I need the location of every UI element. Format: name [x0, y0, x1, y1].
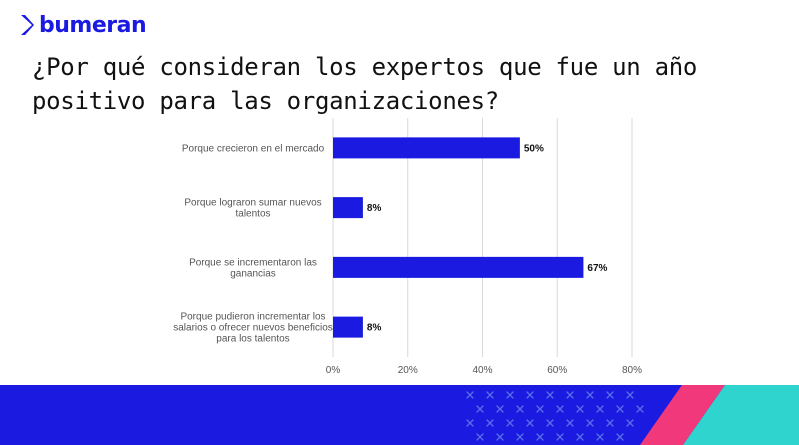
pattern-x-mark [636, 405, 644, 413]
pattern-x-mark [526, 419, 534, 427]
pattern-x-mark [466, 391, 474, 399]
pattern-x-mark [516, 405, 524, 413]
pattern-x-mark [596, 405, 604, 413]
pattern-x-mark [566, 391, 574, 399]
pattern-x-mark [556, 433, 564, 441]
bumeran-chevron-icon [21, 15, 34, 35]
pattern-x-mark [496, 433, 504, 441]
pattern-x-mark [616, 405, 624, 413]
pattern-x-mark [506, 391, 514, 399]
footer-pink-stripe [640, 385, 725, 445]
x-tick-label: 40% [472, 365, 492, 376]
bar [333, 316, 363, 338]
pattern-x-mark [616, 433, 624, 441]
pattern-x-mark [586, 391, 594, 399]
category-label: Porque se incrementaron las ganancias [189, 257, 317, 279]
pattern-x-mark [596, 433, 604, 441]
data-label: 8% [367, 323, 382, 334]
pattern-x-mark [476, 405, 484, 413]
bar-chart: 0% 20% 40% 60% 80% 50% Porque crecieron en el … [173, 118, 642, 376]
bar [333, 197, 363, 219]
pattern-x-mark [486, 419, 494, 427]
pattern-x-mark [566, 419, 574, 427]
pattern-x-mark [526, 391, 534, 399]
x-tick-label: 20% [398, 365, 418, 376]
footer-x-pattern [466, 391, 644, 441]
pattern-x-mark [486, 391, 494, 399]
bar [333, 256, 584, 278]
page-title: ¿Por qué consideran los expertos que fue… [32, 53, 698, 115]
data-label: 8% [367, 203, 382, 214]
pattern-x-mark [516, 433, 524, 441]
x-tick-label: 0% [326, 365, 341, 376]
pattern-x-mark [556, 405, 564, 413]
pattern-x-mark [536, 433, 544, 441]
pattern-x-mark [476, 433, 484, 441]
x-tick-label: 80% [622, 365, 642, 376]
pattern-x-mark [576, 433, 584, 441]
data-label: 50% [524, 143, 544, 154]
category-label: Porque lograron sumar nuevos talentos [184, 198, 321, 220]
pattern-x-mark [586, 419, 594, 427]
pattern-x-mark [626, 391, 634, 399]
pattern-x-mark [536, 405, 544, 413]
footer-banner [0, 385, 799, 445]
pattern-x-mark [496, 405, 504, 413]
brand-name: bumeran [39, 12, 147, 38]
pattern-x-mark [606, 391, 614, 399]
pattern-x-mark [546, 419, 554, 427]
pattern-x-mark [606, 419, 614, 427]
category-label: Porque pudieron incrementar los salarios … [173, 312, 333, 345]
x-tick-label: 60% [547, 365, 567, 376]
footer-cyan-stripe [683, 385, 799, 445]
pattern-x-mark [546, 391, 554, 399]
category-label: Porque crecieron en el mercado [182, 143, 325, 154]
pattern-x-mark [506, 419, 514, 427]
data-label: 67% [587, 263, 607, 274]
pattern-x-mark [466, 419, 474, 427]
pattern-x-mark [626, 419, 634, 427]
pattern-x-mark [576, 405, 584, 413]
brand-logo[interactable]: bumeran [20, 12, 147, 38]
bar [333, 137, 520, 159]
